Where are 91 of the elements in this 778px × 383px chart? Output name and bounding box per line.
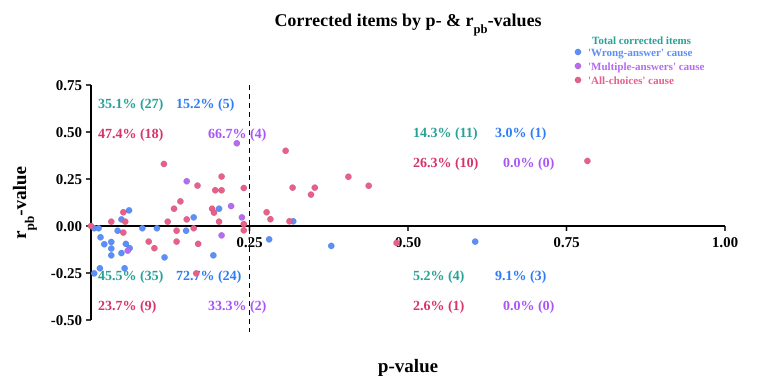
legend-title: Total corrected items: [592, 35, 692, 47]
point: [173, 238, 180, 245]
point: [216, 205, 222, 212]
point: [182, 227, 190, 234]
point: [170, 205, 178, 212]
x-tick-label: 0.25: [236, 235, 263, 251]
point: [164, 218, 171, 225]
point: [122, 240, 130, 248]
y-tick-label: 0.50: [56, 125, 82, 141]
point: [308, 191, 314, 198]
point: [108, 245, 115, 252]
y-tick-label: -0.50: [50, 313, 82, 329]
annotation: 15.2% (5): [176, 97, 235, 112]
point: [472, 238, 478, 245]
point: [212, 187, 219, 194]
point: [190, 214, 197, 221]
annotation: 5.2% (4): [413, 269, 465, 284]
annotation: 0.0% (0): [503, 156, 555, 171]
point: [161, 254, 168, 261]
point: [238, 214, 246, 221]
annotation: 3.0% (1): [495, 126, 547, 141]
point: [95, 225, 102, 232]
y-tick-label: 0.00: [56, 219, 82, 235]
annotation: 45.5% (35): [98, 269, 164, 284]
point: [266, 236, 272, 243]
point: [328, 242, 335, 250]
chart-title: Corrected items by p- & r$_{pb}$-values: [274, 10, 542, 36]
point: [177, 198, 184, 205]
point: [210, 252, 217, 259]
annotation: 23.7% (9): [98, 299, 157, 314]
annotation: 14.3% (11): [413, 126, 478, 141]
x-tick-label: 0.75: [553, 235, 580, 251]
point: [234, 140, 240, 147]
point: [365, 182, 372, 190]
point: [97, 234, 104, 241]
point: [90, 270, 98, 277]
point: [160, 160, 168, 168]
point: [240, 227, 248, 234]
point: [228, 202, 234, 210]
point: [267, 216, 274, 222]
legend-label: 'Multiple-answers' cause: [588, 61, 705, 73]
point: [218, 232, 225, 239]
point: [194, 240, 202, 248]
point: [183, 178, 190, 185]
point: [263, 209, 270, 216]
point: [120, 229, 127, 236]
x-axis-title: p-value: [378, 356, 438, 377]
annotation: 26.3% (10): [413, 156, 479, 171]
point: [218, 187, 225, 194]
annotation: 0.0% (0): [503, 299, 555, 314]
point: [584, 158, 591, 164]
point: [190, 225, 197, 232]
point: [210, 209, 218, 216]
point: [218, 173, 225, 180]
point: [345, 173, 352, 180]
point: [126, 207, 132, 214]
point: [124, 247, 132, 254]
x-tick-label: 1.00: [712, 235, 738, 251]
point: [194, 182, 201, 189]
point: [282, 148, 289, 154]
annotation: 33.3% (2): [208, 299, 267, 314]
annotation: 2.6% (1): [413, 299, 465, 314]
annotation: 47.4% (18): [98, 127, 164, 142]
legend-label: 'Wrong-answer' cause: [588, 47, 693, 59]
point: [122, 218, 128, 225]
point: [286, 218, 293, 225]
annotation: 66.7% (4): [208, 127, 267, 142]
point: [216, 218, 222, 225]
point: [108, 252, 115, 259]
y-tick-label: -0.25: [50, 266, 82, 282]
point: [108, 218, 115, 225]
point: [101, 240, 108, 248]
point: [312, 184, 318, 191]
point: [240, 220, 248, 228]
point: [183, 216, 190, 223]
point: [108, 238, 115, 246]
point: [154, 225, 160, 232]
point: [240, 184, 248, 192]
point: [289, 184, 296, 191]
point: [145, 238, 152, 245]
y-tick-label: 0.25: [56, 172, 82, 188]
annotation: 35.1% (27): [98, 97, 164, 112]
y-tick-label: 0.75: [56, 78, 82, 94]
point: [120, 209, 127, 216]
point: [118, 250, 125, 256]
legend-label: 'All-choices' cause: [588, 75, 674, 87]
point: [151, 244, 158, 252]
point: [139, 225, 146, 232]
point: [173, 227, 180, 234]
annotation: 9.1% (3): [495, 269, 547, 284]
point: [114, 227, 121, 234]
